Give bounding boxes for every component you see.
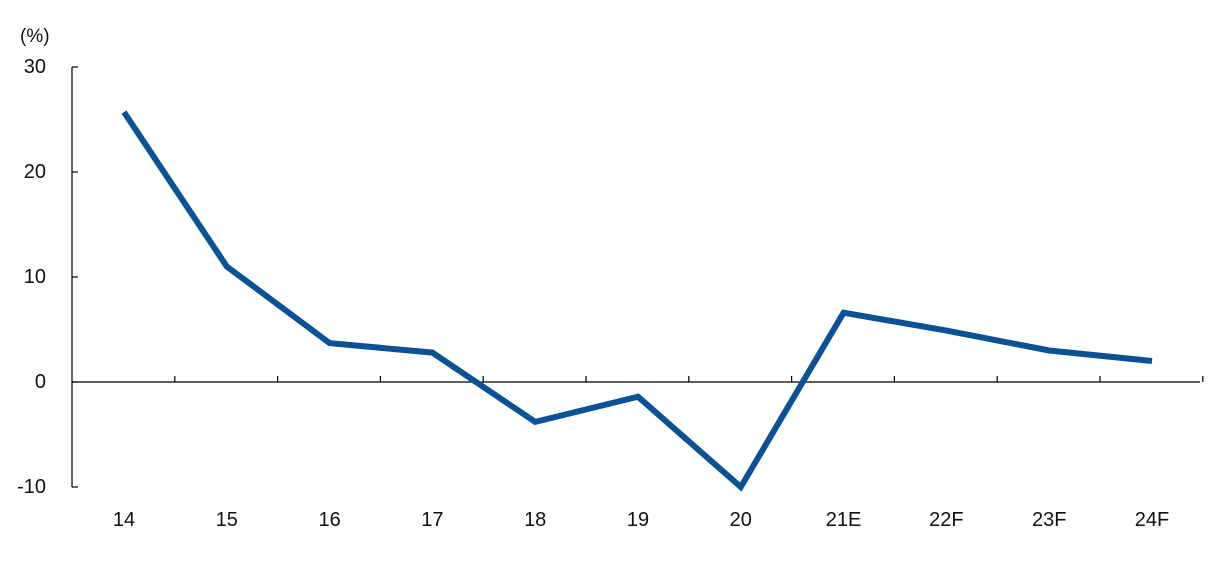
x-tick-label: 20: [730, 509, 752, 531]
x-axis: 14 15 16 17 18 19 20 21E 22F 23F 24F: [72, 376, 1204, 531]
x-tick-label: 19: [627, 509, 649, 531]
x-tick-label: 18: [524, 509, 546, 531]
x-tick-label: 17: [421, 509, 443, 531]
y-tick-label: 20: [24, 161, 46, 183]
y-tick-label: 10: [24, 266, 46, 288]
series-layer: [121, 110, 1153, 492]
x-tick-label: 14: [113, 509, 135, 531]
y-tick-label: 0: [35, 371, 46, 393]
y-axis: -10 0 10 20 30: [17, 56, 78, 498]
y-tick-label: -10: [17, 476, 46, 498]
x-tick-label: 16: [318, 509, 340, 531]
x-tick-label: 22F: [929, 509, 963, 531]
x-tick-label: 21E: [826, 509, 862, 531]
y-axis-unit-label: (%): [20, 26, 50, 47]
x-tick-label: 24F: [1135, 509, 1169, 531]
x-tick-label: 23F: [1032, 509, 1066, 531]
y-tick-label: 30: [24, 56, 46, 78]
series-line: [121, 110, 1153, 492]
x-tick-label: 15: [216, 509, 238, 531]
